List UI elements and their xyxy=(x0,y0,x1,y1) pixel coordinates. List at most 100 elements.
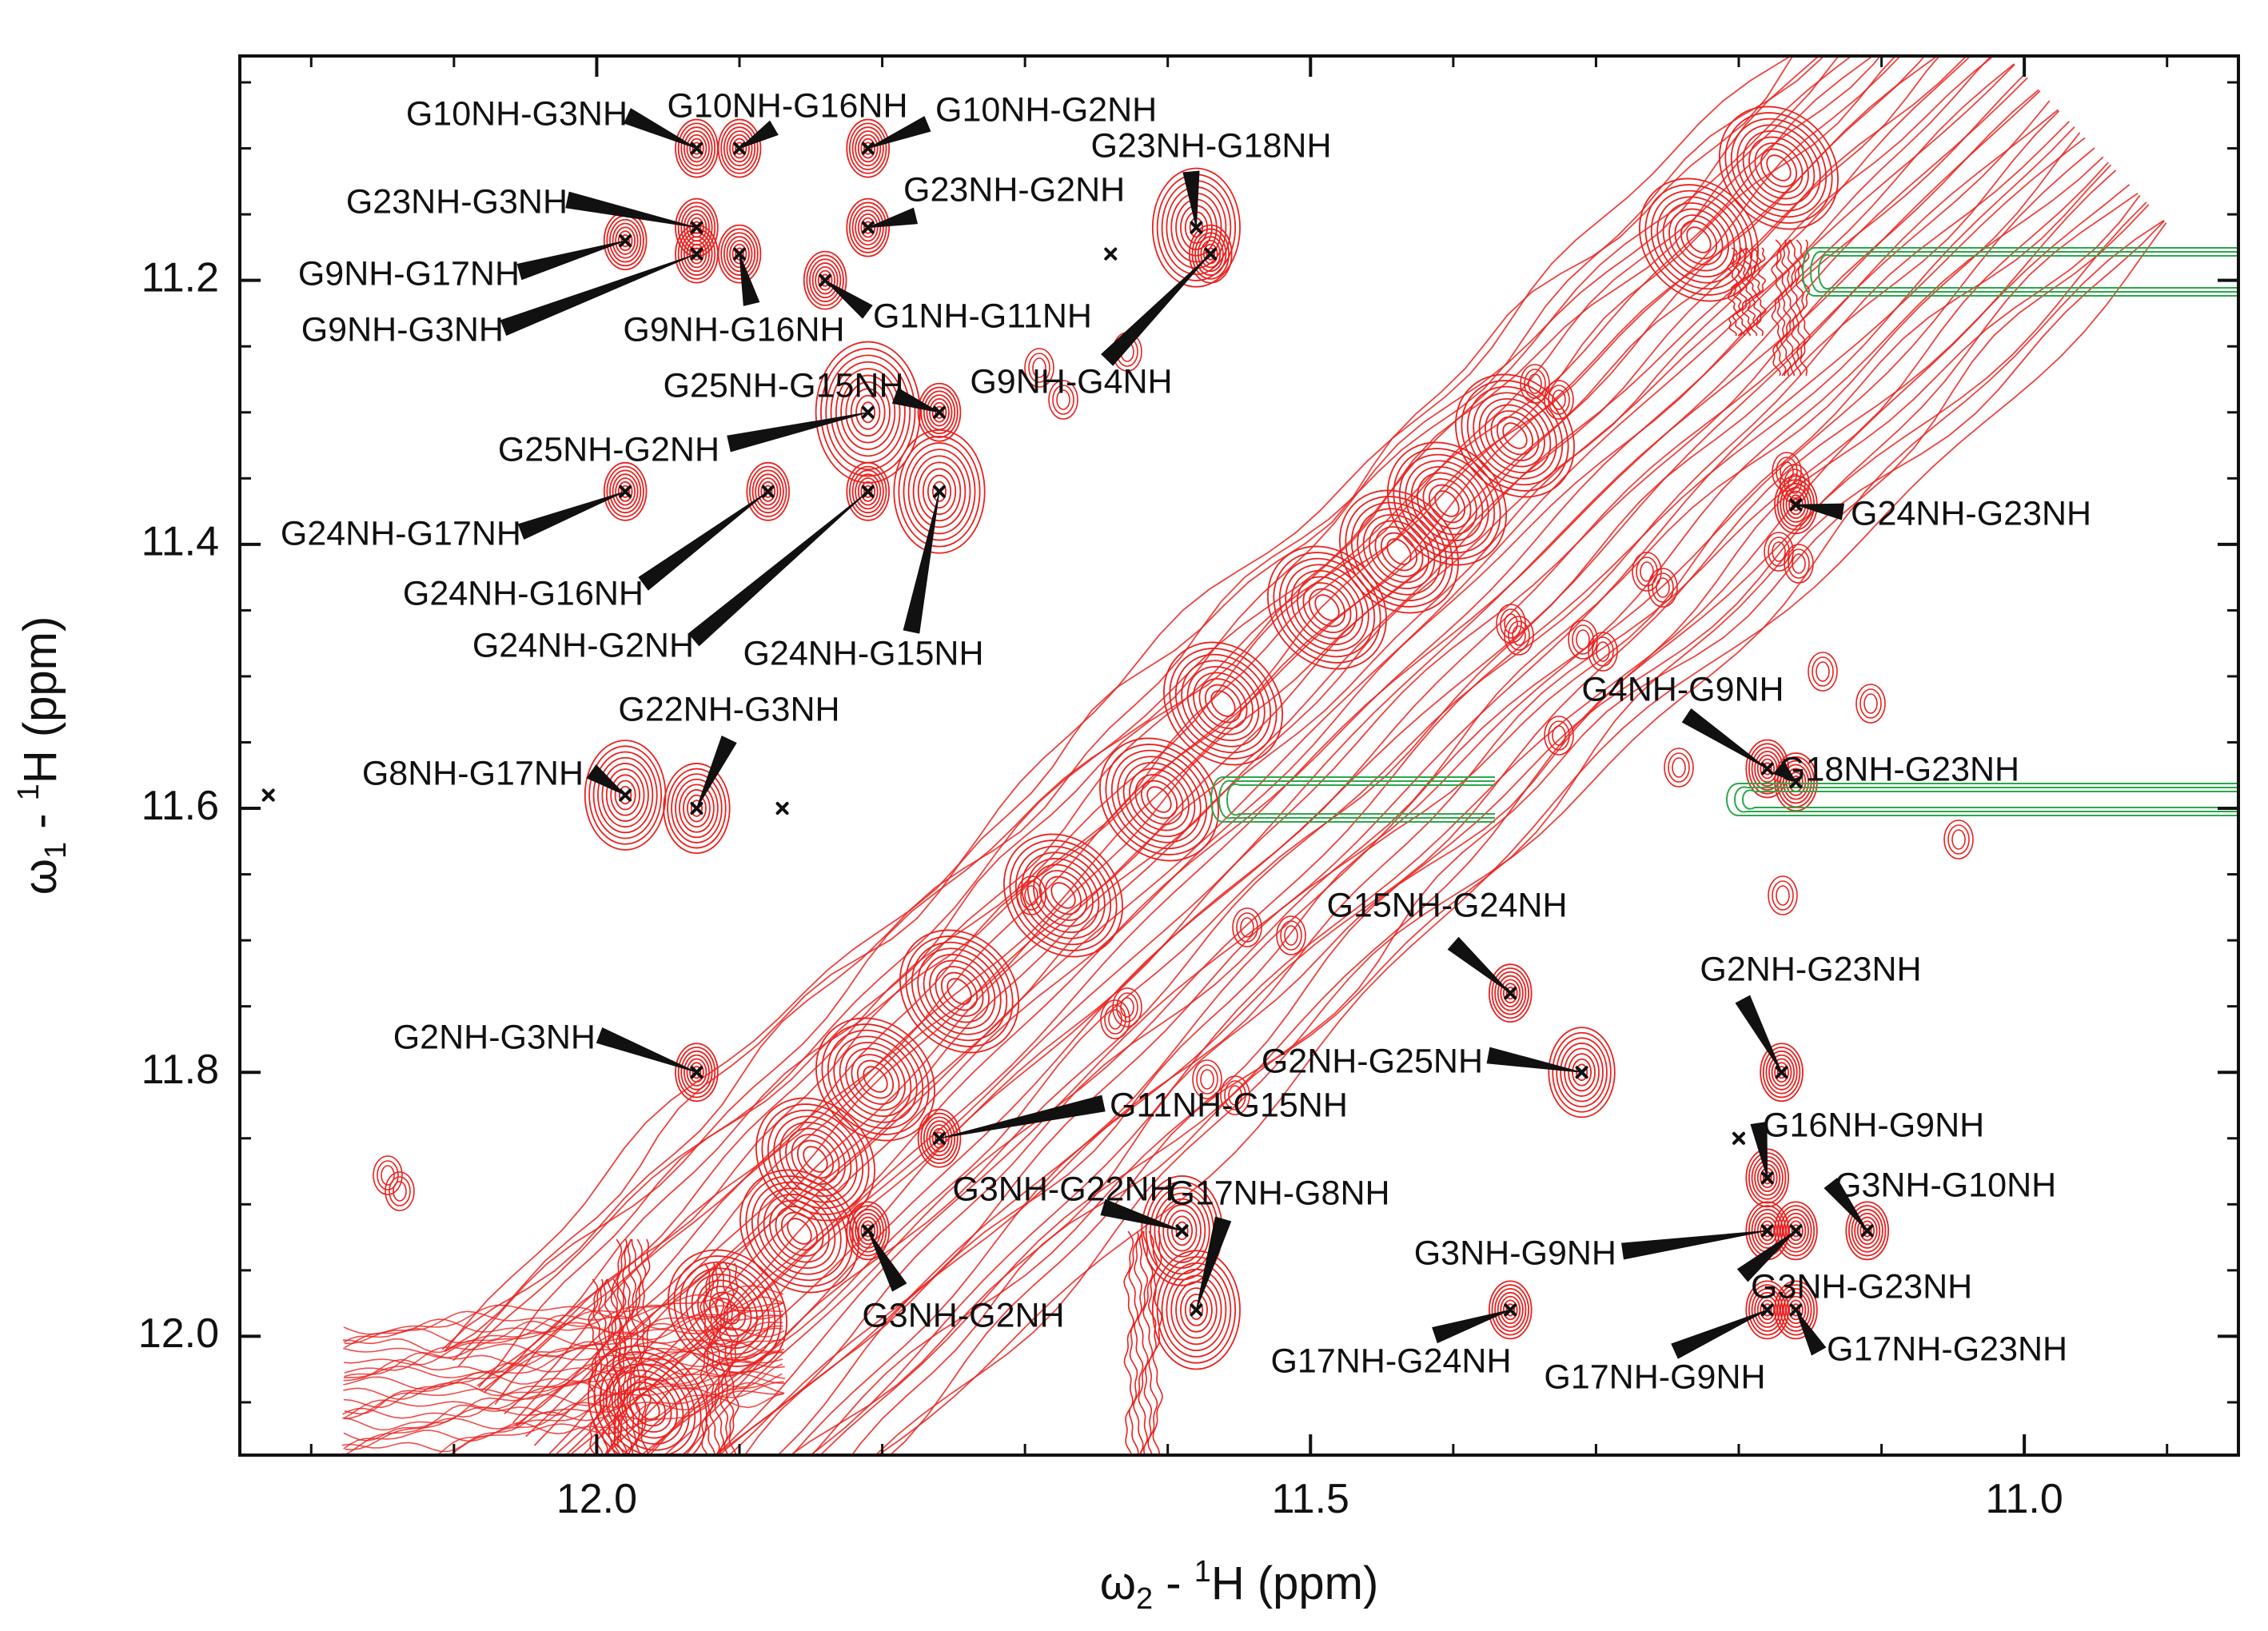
diagonal-contour-line xyxy=(684,126,2075,1455)
y-tick-label: 12.0 xyxy=(138,1310,219,1357)
cross-peak-contour xyxy=(1560,1043,1604,1103)
cross-peak-contour xyxy=(683,789,711,828)
peak-label: G3NH-G23NH xyxy=(1751,1267,1972,1306)
label-leader xyxy=(727,412,868,453)
cross-peak-contour xyxy=(835,368,901,457)
cross-peak-contour xyxy=(620,485,630,498)
streak-contour-line xyxy=(1746,247,1757,337)
cross-peak-contour xyxy=(731,138,747,159)
peak-marker xyxy=(861,142,875,155)
cross-peak-contour xyxy=(1151,1250,1241,1370)
noise-contour xyxy=(1524,369,1546,399)
cross-peak-contour xyxy=(855,473,882,510)
diagonal-peak-contour xyxy=(1398,453,1496,554)
y-tick-label: 11.6 xyxy=(142,783,219,829)
noise-contour xyxy=(1504,616,1534,656)
cross-peak-contour xyxy=(920,386,959,438)
cross-peak-contour xyxy=(609,218,642,263)
cross-peak-contour xyxy=(1856,1216,1878,1246)
noise-contour xyxy=(1636,556,1658,587)
peak-label: G11NH-G15NH xyxy=(1110,1086,1348,1124)
diagonal-peak-contour xyxy=(1490,410,1540,461)
cross-peak-contour xyxy=(1188,224,1233,284)
cross-peak-contour xyxy=(845,381,891,444)
diagonal-peak-contour xyxy=(899,929,1020,1054)
noise-contour xyxy=(1816,661,1830,682)
diagonal-peak-contour xyxy=(1466,385,1564,486)
noise-contour xyxy=(1196,1064,1218,1095)
diagonal-peak-contour xyxy=(1434,490,1460,517)
cross-peak-contour xyxy=(686,1058,708,1087)
noise-contour xyxy=(1951,829,1966,850)
x-axis-label: ω2 - 1H (ppm) xyxy=(1100,1555,1379,1616)
unlabeled-peak-marker xyxy=(775,802,789,816)
cross-peak-contour xyxy=(1158,1198,1206,1263)
cross-peak-contour xyxy=(815,265,836,295)
cross-peak-contour xyxy=(935,405,944,419)
peak-label: G18NH-G23NH xyxy=(1779,750,2019,788)
x-tick-label: 12.0 xyxy=(556,1476,637,1522)
peak-marker xyxy=(1504,1303,1517,1317)
cross-peak-contour xyxy=(671,773,723,843)
cross-peak-contour xyxy=(1771,1058,1792,1087)
y-tick-label: 11.8 xyxy=(142,1047,219,1093)
label-leader xyxy=(1447,936,1511,994)
cross-peak-contour xyxy=(1854,1212,1881,1249)
streak-contour-line xyxy=(1785,239,1796,377)
noise-contour xyxy=(1508,620,1530,651)
peak-marker xyxy=(1789,1303,1803,1317)
baseline-contour-line xyxy=(344,1338,783,1415)
cross-peak-contour xyxy=(686,239,708,269)
cross-peak-contour xyxy=(1745,1280,1790,1340)
cross-peak-contour xyxy=(1780,1288,1812,1332)
streak-contour-line xyxy=(1741,247,1752,337)
cross-peak-contour xyxy=(1760,1299,1776,1321)
cross-peak-contour xyxy=(860,138,876,159)
cross-peak-contour xyxy=(851,1209,884,1253)
cross-peak-contour xyxy=(680,1050,713,1095)
cross-peak-contour xyxy=(1774,1062,1789,1083)
cross-peak-contour xyxy=(717,224,762,284)
diagonal-peak-contour xyxy=(667,1249,788,1374)
diagonal-peak-contour xyxy=(757,1187,842,1275)
peak-label: G25NH-G2NH xyxy=(498,430,719,469)
cross-peak-contour xyxy=(1171,1215,1194,1246)
diagonal-peak-contour xyxy=(769,1199,830,1263)
cross-peak-contour xyxy=(749,465,787,517)
diagonal-peak-contour xyxy=(1680,220,1718,260)
cross-peak-contour xyxy=(893,429,986,554)
peak-label: G4NH-G9NH xyxy=(1581,670,1784,708)
peak-marker xyxy=(619,234,632,248)
diagonal-peak-contour xyxy=(1674,214,1724,265)
cross-peak-contour xyxy=(729,134,750,163)
cross-peak-contour xyxy=(735,247,744,261)
diagonal-contour-line xyxy=(483,56,1874,1394)
peak-marker xyxy=(1190,221,1203,234)
cross-peak-contour xyxy=(1765,1050,1798,1095)
diagonal-peak-contour xyxy=(1454,373,1576,498)
noise-contour xyxy=(1552,389,1566,410)
noise-contour xyxy=(1632,552,1662,592)
cross-peak-contour xyxy=(926,1120,953,1157)
cross-peak-contour xyxy=(720,122,759,174)
diagonal-contour-line xyxy=(718,147,2095,1455)
cross-peak-contour xyxy=(1848,1205,1887,1257)
streak-contour-line xyxy=(602,1278,613,1455)
noise-contour xyxy=(1776,885,1790,906)
diagonal-peak-contour xyxy=(1350,501,1448,602)
peak-marker xyxy=(1760,1224,1774,1238)
diagonal-peak-contour xyxy=(827,1029,924,1130)
cross-peak-contour xyxy=(689,138,704,159)
diagonal-peak-contour xyxy=(1038,870,1088,921)
streak-contour-line xyxy=(1776,239,1787,377)
cross-peak-contour xyxy=(860,217,876,238)
cross-peak-contour xyxy=(820,348,916,477)
label-leaders xyxy=(500,108,1868,1359)
label-leader xyxy=(516,240,626,281)
noise-contour xyxy=(1200,1069,1214,1090)
cross-peak-contour xyxy=(726,236,753,273)
diagonal-peak-contour xyxy=(1105,744,1214,855)
baseline-contour-line xyxy=(343,1363,783,1442)
diagonal-peak-contour xyxy=(935,966,984,1017)
streak-contour-line xyxy=(626,1238,637,1455)
